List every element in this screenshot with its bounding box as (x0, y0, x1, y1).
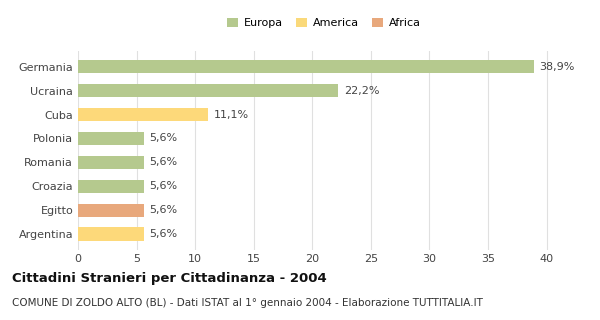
Text: 5,6%: 5,6% (149, 157, 178, 167)
Bar (78, 60, 533, 73)
Bar (78, 204, 143, 217)
Text: 5,6%: 5,6% (149, 181, 178, 191)
Text: 5,6%: 5,6% (149, 229, 178, 239)
Bar (78, 156, 143, 169)
Text: 5,6%: 5,6% (149, 205, 178, 215)
Bar (78, 84, 338, 97)
Legend: Europa, America, Africa: Europa, America, Africa (223, 13, 425, 33)
Text: 38,9%: 38,9% (539, 62, 575, 72)
Text: 5,6%: 5,6% (149, 133, 178, 143)
Text: 11,1%: 11,1% (214, 109, 249, 120)
Bar (78, 132, 143, 145)
Text: COMUNE DI ZOLDO ALTO (BL) - Dati ISTAT al 1° gennaio 2004 - Elaborazione TUTTITA: COMUNE DI ZOLDO ALTO (BL) - Dati ISTAT a… (12, 298, 483, 308)
Bar (78, 228, 143, 241)
Bar (78, 180, 143, 193)
Bar (78, 108, 208, 121)
Text: 22,2%: 22,2% (344, 86, 379, 96)
Text: Cittadini Stranieri per Cittadinanza - 2004: Cittadini Stranieri per Cittadinanza - 2… (12, 272, 327, 285)
